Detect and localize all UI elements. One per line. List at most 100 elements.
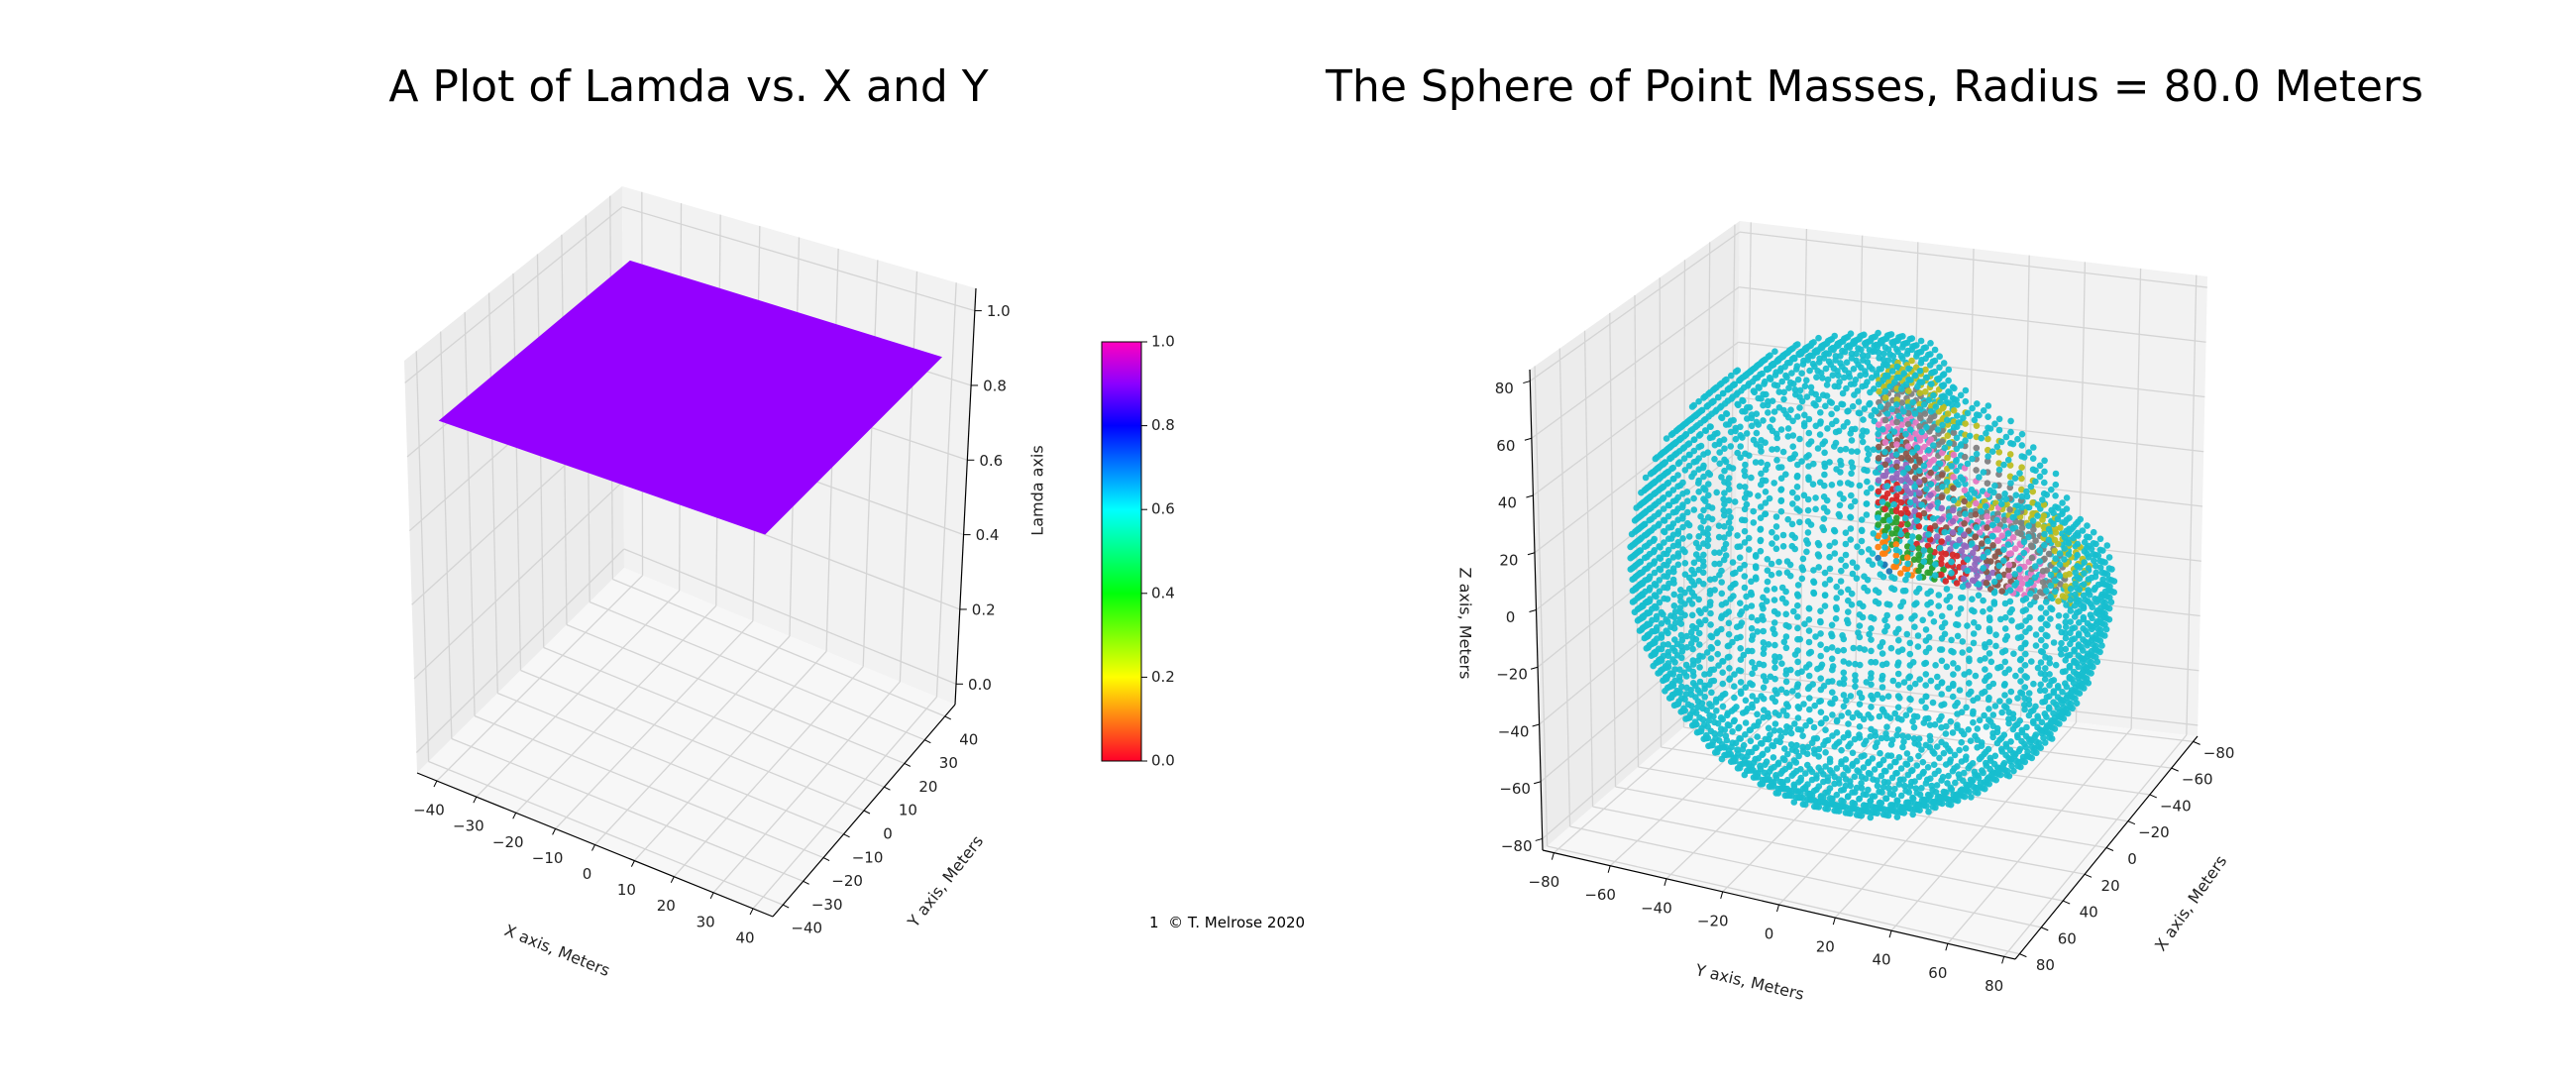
- scatter-point: [1911, 507, 1918, 515]
- scatter-point: [1725, 480, 1732, 488]
- scatter-point: [1656, 577, 1664, 584]
- scatter-point: [1758, 459, 1765, 467]
- scatter-point: [2063, 683, 2071, 691]
- scatter-point: [1670, 580, 1677, 587]
- scatter-point: [1845, 731, 1852, 739]
- scatter-point: [1650, 548, 1658, 556]
- scatter-point: [1820, 515, 1828, 522]
- scatter-point: [1914, 382, 1921, 390]
- scatter-point: [1908, 767, 1915, 775]
- scatter-point: [1939, 438, 1946, 446]
- scatter-point: [1664, 596, 1671, 602]
- scatter-point: [1946, 603, 1954, 611]
- scatter-point: [1938, 472, 1946, 479]
- x-tick-label: 0: [2127, 850, 2137, 868]
- scatter-point: [1655, 522, 1662, 529]
- scatter-point: [2081, 581, 2088, 588]
- scatter-point: [2085, 565, 2093, 572]
- scatter-point: [1753, 429, 1761, 437]
- scatter-point: [1888, 585, 1895, 592]
- scatter-point: [1840, 635, 1848, 643]
- scatter-point: [2029, 717, 2037, 725]
- scatter-point: [1810, 723, 1818, 731]
- scatter-point: [2006, 608, 2014, 616]
- scatter-point: [1824, 806, 1832, 813]
- scatter-point: [1917, 360, 1925, 367]
- scatter-point: [1840, 692, 1848, 699]
- scatter-point: [1992, 776, 1999, 784]
- scatter-point: [1926, 558, 1934, 566]
- scatter-point: [1840, 680, 1848, 688]
- scatter-point: [1734, 543, 1741, 551]
- scatter-point: [1817, 618, 1824, 626]
- scatter-point: [1875, 514, 1881, 521]
- scatter-point: [1771, 641, 1778, 649]
- scatter-point: [1938, 493, 1946, 501]
- scatter-point: [1747, 737, 1755, 745]
- scatter-point: [1894, 714, 1902, 722]
- scatter-point: [1972, 566, 1979, 574]
- scatter-point: [2101, 632, 2108, 639]
- scatter-point: [1989, 542, 1996, 549]
- scatter-point: [1922, 366, 1929, 374]
- z-tick-label: 80: [1495, 380, 1514, 397]
- scatter-point: [1876, 355, 1882, 362]
- scatter-point: [1772, 430, 1780, 438]
- y-tick-label: 80: [1985, 977, 2003, 995]
- scatter-point: [1782, 471, 1789, 479]
- scatter-point: [1938, 623, 1946, 631]
- scatter-point: [1883, 622, 1890, 630]
- scatter-point: [2093, 642, 2099, 650]
- scatter-point: [1779, 531, 1787, 539]
- scatter-point: [2075, 663, 2082, 671]
- scatter-point: [1878, 661, 1886, 669]
- scatter-point: [1794, 635, 1801, 643]
- scatter-point: [2017, 519, 2025, 526]
- scatter-point: [1749, 670, 1756, 678]
- lamda-surface-plot: −40−30−20−10010203040−40−30−20−100102030…: [404, 186, 1047, 980]
- scatter-point: [1833, 802, 1841, 809]
- scatter-point: [1671, 647, 1678, 655]
- scatter-point: [1726, 653, 1733, 661]
- scatter-point: [1986, 683, 1992, 691]
- x-tick-mark: [512, 813, 517, 819]
- x-tick-mark: [2105, 847, 2114, 851]
- scatter-point: [1774, 790, 1782, 797]
- scatter-point: [1897, 498, 1905, 506]
- scatter-point: [1810, 735, 1818, 742]
- y-tick-mark: [1888, 930, 1892, 938]
- scatter-point: [2034, 521, 2042, 528]
- scatter-point: [1865, 451, 1873, 458]
- scatter-point: [1993, 728, 2001, 736]
- scatter-point: [1945, 366, 1953, 374]
- scatter-point: [1913, 517, 1921, 524]
- scatter-point: [1736, 565, 1744, 573]
- scatter-point: [1741, 527, 1749, 535]
- scatter-point: [1633, 585, 1640, 593]
- scatter-point: [1708, 689, 1715, 697]
- scatter-point: [1922, 355, 1929, 363]
- scatter-point: [1970, 708, 1977, 715]
- scatter-point: [1707, 666, 1715, 674]
- scatter-point: [1852, 425, 1859, 433]
- scatter-point: [1705, 481, 1712, 488]
- scatter-point: [2072, 569, 2079, 577]
- scatter-point: [1817, 409, 1824, 416]
- scatter-point: [2055, 598, 2062, 604]
- x-tick-label: 0: [583, 865, 592, 883]
- scatter-point: [1786, 359, 1793, 367]
- scatter-point: [1828, 644, 1836, 651]
- scatter-point: [1798, 397, 1806, 405]
- scatter-point: [1855, 361, 1862, 369]
- scatter-point: [1833, 595, 1840, 601]
- scatter-point: [1939, 483, 1946, 490]
- scatter-point: [1755, 492, 1762, 499]
- scatter-point: [1683, 644, 1690, 651]
- scatter-point: [1828, 621, 1836, 629]
- scatter-point: [1785, 763, 1793, 770]
- scatter-point: [1681, 571, 1689, 578]
- scatter-point: [2065, 551, 2073, 558]
- scatter-point: [2056, 572, 2064, 580]
- scatter-point: [1720, 506, 1727, 514]
